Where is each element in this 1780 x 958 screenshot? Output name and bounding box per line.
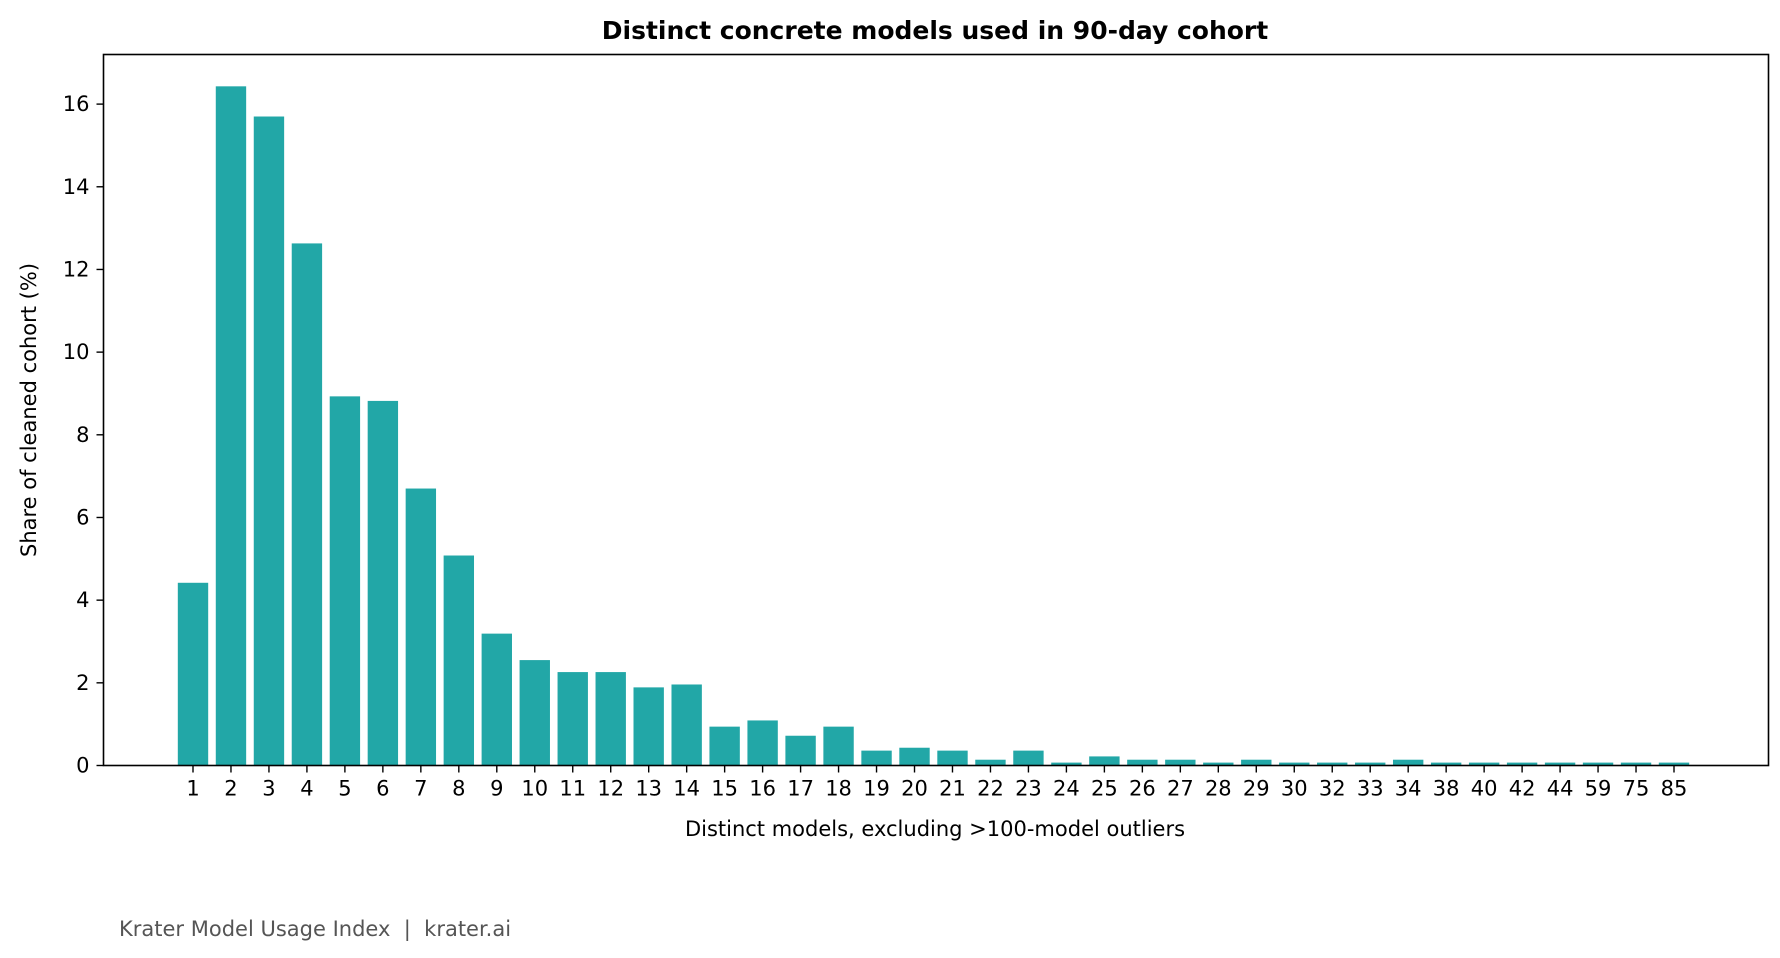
bar-33	[1355, 762, 1386, 766]
bar-30	[1279, 762, 1310, 766]
bar-11	[557, 672, 588, 766]
plot-frame	[102, 53, 1770, 767]
bar-9	[481, 633, 512, 766]
x-tick-label: 28	[1205, 777, 1232, 801]
x-tick-label: 29	[1243, 777, 1270, 801]
y-axis-label: Share of cleaned cohort (%)	[17, 263, 41, 557]
bar-5	[329, 396, 361, 766]
bar-32	[1317, 762, 1348, 766]
y-tick-label: 16	[63, 92, 90, 116]
bar-25	[1089, 756, 1120, 766]
bar-18	[823, 726, 854, 766]
bar-6	[367, 400, 399, 766]
x-tick-label: 11	[559, 777, 586, 801]
bar-75	[1620, 762, 1652, 766]
x-tick-label: 15	[711, 777, 738, 801]
x-tick-label: 26	[1129, 777, 1156, 801]
bar-44	[1544, 762, 1576, 766]
chart-title: Distinct concrete models used in 90-day …	[602, 16, 1268, 45]
x-tick-label: 10	[521, 777, 548, 801]
y-tick-label: 14	[63, 175, 90, 199]
bar-28	[1203, 762, 1234, 766]
x-tick-label: 16	[749, 777, 776, 801]
bar-40	[1468, 762, 1500, 766]
x-tick-label: 22	[977, 777, 1004, 801]
x-tick-label: 18	[825, 777, 852, 801]
bar-15	[709, 726, 740, 766]
x-tick-label: 1	[186, 777, 199, 801]
x-axis-label: Distinct models, excluding >100-model ou…	[685, 817, 1185, 841]
y-tick-label: 10	[63, 340, 90, 364]
x-tick-label: 75	[1623, 777, 1650, 801]
bar-29	[1241, 759, 1272, 766]
x-tick-label: 23	[1015, 777, 1042, 801]
bar-26	[1127, 759, 1158, 766]
y-tick-label: 8	[76, 423, 89, 447]
x-tick-label: 8	[452, 777, 465, 801]
bar-27	[1165, 759, 1196, 766]
y-tick-label: 0	[76, 754, 89, 778]
x-tick-label: 27	[1167, 777, 1194, 801]
bar-19	[861, 750, 892, 766]
x-tick-label: 19	[863, 777, 890, 801]
footer-text: Krater Model Usage Index | krater.ai	[119, 917, 511, 942]
x-tick-label: 6	[376, 777, 389, 801]
bar-59	[1582, 762, 1614, 766]
x-tick-label: 85	[1661, 777, 1688, 801]
x-tick-label: 14	[673, 777, 700, 801]
x-tick-label: 20	[901, 777, 928, 801]
x-tick-label: 42	[1509, 777, 1536, 801]
bar-12	[595, 672, 626, 766]
x-tick-label: 59	[1585, 777, 1612, 801]
x-tick-label: 33	[1357, 777, 1384, 801]
bar-17	[785, 735, 816, 766]
bar-10	[519, 660, 550, 766]
x-tick-label: 25	[1091, 777, 1118, 801]
x-tick-label: 9	[490, 777, 503, 801]
x-tick-label: 40	[1471, 777, 1498, 801]
x-tick-label: 4	[300, 777, 313, 801]
x-tick-label: 17	[787, 777, 814, 801]
bar-20	[899, 747, 930, 766]
x-tick-label: 13	[635, 777, 662, 801]
bar-4	[291, 243, 323, 766]
bar-42	[1506, 762, 1538, 766]
x-tick-label: 12	[597, 777, 624, 801]
bars-group	[177, 86, 1690, 766]
x-tick-label: 34	[1395, 777, 1422, 801]
bar-23	[1013, 750, 1044, 766]
bar-8	[443, 555, 475, 766]
bar-1	[177, 582, 209, 766]
bar-2	[215, 86, 247, 766]
x-tick-label: 3	[262, 777, 275, 801]
x-tick-label: 24	[1053, 777, 1080, 801]
x-tick-label: 44	[1547, 777, 1574, 801]
x-tick-label: 38	[1433, 777, 1460, 801]
y-tick-label: 6	[76, 505, 89, 529]
x-tick-label: 21	[939, 777, 966, 801]
x-tick-label: 32	[1319, 777, 1346, 801]
y-tick-label: 2	[76, 671, 89, 695]
bar-16	[747, 720, 778, 766]
x-tick-label: 30	[1281, 777, 1308, 801]
bar-21	[937, 750, 968, 766]
x-tick-label: 7	[414, 777, 427, 801]
x-tick-label: 2	[224, 777, 237, 801]
bar-3	[253, 116, 285, 766]
y-tick-label: 12	[63, 257, 90, 281]
x-ticks-group: 1 2 3 4 5 6 7 8 9 10 11 12 13 14 15 16 17 18 19 20 21 22 23 24 2…	[186, 765, 1688, 801]
bar-24	[1051, 762, 1082, 766]
y-tick-label: 4	[76, 588, 89, 612]
bar-85	[1658, 762, 1690, 766]
x-tick-label: 5	[338, 777, 351, 801]
bar-7	[405, 488, 437, 766]
bar-38	[1430, 762, 1462, 766]
bar-13	[633, 687, 664, 766]
bar-14	[671, 684, 702, 766]
bar-22	[975, 759, 1006, 766]
bar-34	[1392, 759, 1424, 766]
y-ticks-group: 0 2 4 6 8 10 12 14 16	[63, 92, 104, 778]
